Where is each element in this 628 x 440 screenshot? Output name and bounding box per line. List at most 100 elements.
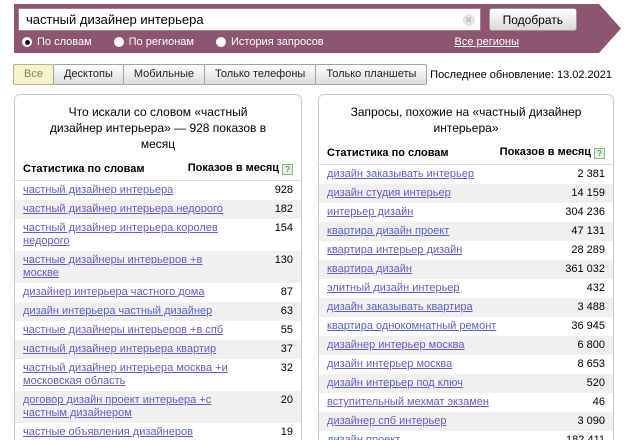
- similar-queries-table: дизайн заказывать интерьер 2 381 дизайн …: [319, 165, 613, 440]
- keyword-link[interactable]: частные дизайнеры интерьеров +в москве: [23, 254, 203, 279]
- radio-label: История запросов: [231, 36, 324, 48]
- keyword-link[interactable]: дизайн интерьер москва: [327, 358, 453, 370]
- radio-icon: [114, 37, 124, 47]
- keyword-link[interactable]: частный дизайнер интерьера королев недор…: [23, 222, 218, 247]
- impressions-value: 3 090: [577, 415, 605, 427]
- keyword-link[interactable]: частные дизайнеры интерьеров +в спб: [23, 324, 224, 336]
- impressions-value: 6 800: [577, 339, 605, 351]
- impressions-value: 182 411: [566, 434, 605, 440]
- keyword-link[interactable]: вступительный мехмат экзамен: [327, 396, 489, 408]
- table-row: квартира дизайн проект 47 131: [319, 222, 613, 241]
- tab-all[interactable]: Все: [13, 64, 54, 85]
- impressions-value: 432: [586, 282, 605, 294]
- panel-title: Что искали со словом «частный дизайнер и…: [49, 105, 267, 151]
- table-row: дизайн заказывать интерьер 2 381: [319, 165, 613, 184]
- keyword-link[interactable]: дизайн заказывать квартира: [327, 301, 473, 313]
- keyword-link[interactable]: дизайн проект: [327, 434, 401, 440]
- keyword-link[interactable]: частный дизайнер интерьера москва +и мос…: [23, 362, 228, 387]
- keyword-link[interactable]: частный дизайнер интерьера: [23, 184, 174, 196]
- table-row: дизайн интерьера частный дизайнер 63: [15, 302, 302, 321]
- submit-button[interactable]: Подобрать: [489, 8, 577, 31]
- impressions-value: 8 653: [577, 358, 605, 370]
- help-icon[interactable]: ?: [282, 164, 294, 175]
- impressions-value: 520: [586, 377, 605, 389]
- column-headers: Статистика по словам Показов в месяц?: [15, 157, 302, 181]
- impressions-value: 87: [280, 286, 294, 298]
- device-tabs: Все Десктопы Мобильные Только телефоны Т…: [13, 64, 612, 85]
- table-row: частные дизайнеры интерьеров +в спб 55: [15, 321, 301, 340]
- keyword-link[interactable]: квартира однокомнатный ремонт: [327, 320, 497, 332]
- impressions-value: 182: [274, 203, 294, 215]
- impressions-value: 2 381: [577, 168, 605, 180]
- impressions-value: 14 159: [571, 187, 605, 199]
- panel-title: Запросы, похожие на «частный дизайнер ин…: [350, 105, 582, 135]
- radio-icon: [216, 37, 226, 47]
- keyword-link[interactable]: квартира дизайн проект: [327, 225, 450, 237]
- table-row: дизайн заказывать квартира 3 488: [319, 298, 613, 317]
- impressions-value: 63: [280, 305, 294, 317]
- table-row: частный дизайнер интерьера недорого 182: [15, 200, 302, 219]
- column-impressions: Показов в месяц?: [500, 146, 605, 159]
- table-row: частные объявления дизайнеров интерьера …: [15, 423, 301, 440]
- keyword-link[interactable]: дизайнер спб интерьер: [327, 415, 447, 427]
- table-row: частный дизайнер интерьера 928: [15, 181, 301, 200]
- table-row: квартира дизайн 361 032: [319, 260, 613, 279]
- keyword-link[interactable]: дизайн интерьера частный дизайнер: [23, 305, 213, 317]
- keyword-link[interactable]: квартира интерьер дизайн: [327, 244, 463, 256]
- impressions-value: 3 488: [577, 301, 605, 313]
- column-keyword: Статистика по словам: [327, 146, 449, 159]
- keyword-link[interactable]: квартира дизайн: [327, 263, 412, 275]
- search-row: ✕ Подобрать: [18, 8, 577, 31]
- all-regions-link[interactable]: Все регионы: [454, 36, 519, 48]
- search-input[interactable]: [19, 9, 480, 30]
- impressions-value: 36 945: [571, 320, 605, 332]
- table-row: дизайнер спб интерьер 3 090: [319, 412, 613, 431]
- table-row: дизайн студия интерьер 14 159: [319, 184, 613, 203]
- keyword-link[interactable]: дизайн студия интерьер: [327, 187, 451, 199]
- table-row: квартира однокомнатный ремонт 36 945: [319, 317, 613, 336]
- radio-by-regions[interactable]: По регионам: [114, 36, 194, 48]
- tab-mobile[interactable]: Мобильные: [122, 64, 205, 85]
- search-banner: ✕ Подобрать По словам По регионам Истори…: [14, 4, 621, 53]
- impressions-value: 304 236: [565, 206, 605, 218]
- table-row: квартира интерьер дизайн 28 289: [319, 241, 613, 260]
- last-update-text: Последнее обновление: 13.02.2021: [430, 68, 612, 81]
- help-icon[interactable]: ?: [594, 148, 605, 159]
- table-row: дизайн проект 182 411: [319, 431, 613, 440]
- tab-phones-only[interactable]: Только телефоны: [203, 64, 317, 85]
- impressions-value: 154: [274, 222, 294, 234]
- table-row: частный дизайнер интерьера королев недор…: [15, 219, 301, 251]
- radio-label: По словам: [37, 36, 92, 48]
- clear-icon[interactable]: ✕: [463, 14, 475, 26]
- keywords-panel: Что искали со словом «частный дизайнер и…: [14, 94, 303, 440]
- keyword-link[interactable]: интерьер дизайн: [327, 206, 414, 218]
- keyword-link[interactable]: частные объявления дизайнеров интерьера: [23, 426, 193, 440]
- keyword-link[interactable]: элитный дизайн интерьер: [327, 282, 460, 294]
- table-row: интерьер дизайн 304 236: [319, 203, 613, 222]
- keyword-link[interactable]: частный дизайнер интерьера недорого: [23, 203, 223, 215]
- impressions-value: 130: [274, 254, 294, 266]
- table-row: дизайн интерьер москва 8 653: [319, 355, 613, 374]
- keyword-link[interactable]: дизайн заказывать интерьер: [327, 168, 474, 180]
- radio-query-history[interactable]: История запросов: [216, 36, 324, 48]
- keyword-link[interactable]: дизайнер интерьер москва: [327, 339, 465, 351]
- similar-queries-panel: Запросы, похожие на «частный дизайнер ин…: [318, 94, 614, 440]
- radio-by-words[interactable]: По словам: [22, 36, 92, 48]
- impressions-value: 37: [280, 343, 294, 355]
- tab-tablets-only[interactable]: Только планшеты: [315, 64, 428, 85]
- keyword-link[interactable]: частный дизайнер интерьера квартир: [23, 343, 217, 355]
- impressions-value: 47 131: [571, 225, 605, 237]
- results-panels: Что искали со словом «частный дизайнер и…: [14, 94, 614, 440]
- table-row: элитный дизайн интерьер 432: [319, 279, 613, 298]
- search-input-wrap: ✕: [18, 8, 481, 31]
- impressions-value: 928: [274, 184, 294, 196]
- keyword-link[interactable]: дизайн интерьер под ключ: [327, 377, 463, 389]
- table-row: частные дизайнеры интерьеров +в москве 1…: [15, 251, 302, 283]
- impressions-value: 20: [280, 394, 294, 406]
- keyword-link[interactable]: дизайнер интерьера частного дома: [23, 286, 205, 298]
- tab-desktops[interactable]: Десктопы: [52, 64, 124, 85]
- keyword-link[interactable]: договор дизайн проект интерьера +с частн…: [23, 394, 212, 419]
- impressions-value: 28 289: [571, 244, 605, 256]
- table-row: дизайн интерьер под ключ 520: [319, 374, 613, 393]
- column-keyword: Статистика по словам: [23, 162, 145, 175]
